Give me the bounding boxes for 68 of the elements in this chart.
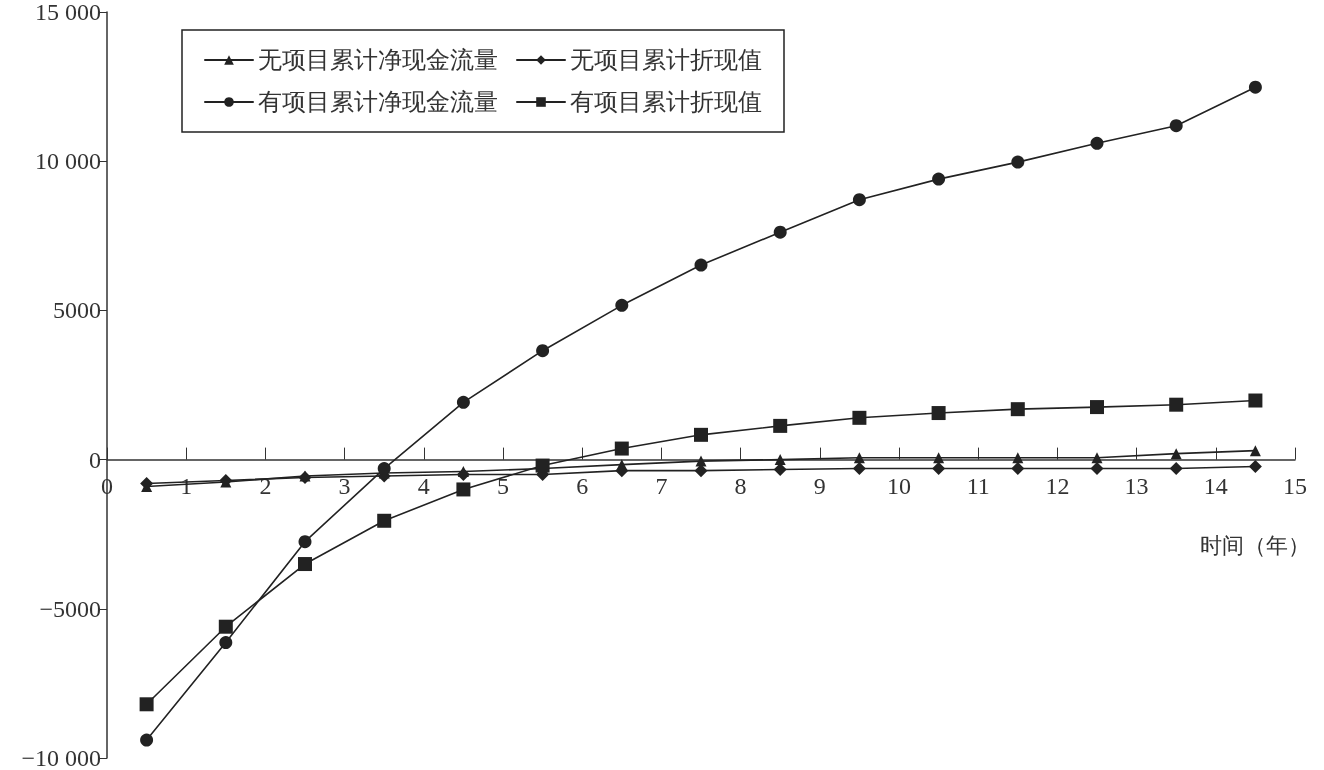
- x-tick-label: 10: [887, 472, 911, 499]
- legend-label: 有项目累计折现值: [570, 88, 762, 116]
- x-tick-label: 15: [1283, 472, 1307, 499]
- point: [219, 636, 233, 650]
- point: [931, 406, 946, 421]
- y-tick-label: 0: [89, 446, 101, 473]
- legend-label: 无项目累计折现值: [570, 46, 762, 74]
- point: [932, 172, 946, 186]
- point: [1090, 462, 1104, 476]
- y-tick-label: −10 000: [21, 745, 101, 770]
- x-tick-label: 3: [338, 472, 351, 499]
- x-tick-label: 9: [813, 472, 826, 499]
- point: [139, 697, 154, 712]
- point: [694, 427, 708, 442]
- point: [852, 462, 866, 476]
- point: [377, 462, 391, 476]
- y-tick-label: −5000: [39, 595, 101, 622]
- point: [1249, 445, 1261, 457]
- point: [456, 395, 470, 409]
- point: [773, 225, 787, 239]
- point: [298, 535, 312, 549]
- point: [773, 418, 788, 433]
- point: [852, 410, 867, 425]
- point: [1010, 402, 1025, 417]
- point: [694, 258, 708, 272]
- y-tick-label: 5000: [53, 297, 101, 324]
- point: [456, 468, 470, 482]
- point: [536, 344, 550, 358]
- point: [140, 476, 154, 490]
- x-tick-label: 13: [1124, 472, 1149, 499]
- point: [456, 482, 471, 497]
- y-tick-label: 10 000: [35, 148, 101, 175]
- x-axis-title: 时间（年）: [1200, 533, 1310, 559]
- y-tick-label: 15 000: [35, 0, 101, 25]
- x-tick-label: 8: [734, 472, 747, 499]
- point: [1011, 155, 1025, 169]
- point: [1090, 136, 1104, 150]
- x-tick-label: 7: [655, 472, 668, 499]
- point: [218, 619, 233, 634]
- x-tick-label: 4: [417, 472, 430, 499]
- x-tick-label: 14: [1203, 472, 1228, 499]
- point: [774, 454, 786, 466]
- point: [932, 462, 946, 476]
- point: [1169, 462, 1183, 476]
- x-tick-label: 11: [966, 472, 990, 499]
- point: [377, 513, 392, 528]
- point: [1248, 80, 1262, 94]
- point: [852, 193, 866, 207]
- point: [1091, 452, 1103, 464]
- point: [614, 441, 629, 456]
- point: [933, 452, 945, 464]
- point: [1248, 393, 1263, 408]
- legend-label: 有项目累计净现金流量: [258, 88, 498, 116]
- x-tick-label: 6: [576, 472, 589, 499]
- point: [694, 464, 708, 478]
- point: [1011, 462, 1025, 476]
- x-tick-label: 5: [497, 472, 509, 499]
- point: [615, 298, 629, 312]
- point: [1169, 119, 1183, 133]
- legend-label: 无项目累计净现金流量: [258, 46, 498, 74]
- point: [140, 733, 154, 747]
- x-tick-label: 12: [1045, 472, 1070, 499]
- point: [535, 458, 550, 473]
- point: [1170, 448, 1182, 460]
- point: [1090, 400, 1104, 415]
- point: [1169, 397, 1184, 412]
- point: [1248, 459, 1262, 473]
- point: [298, 557, 312, 572]
